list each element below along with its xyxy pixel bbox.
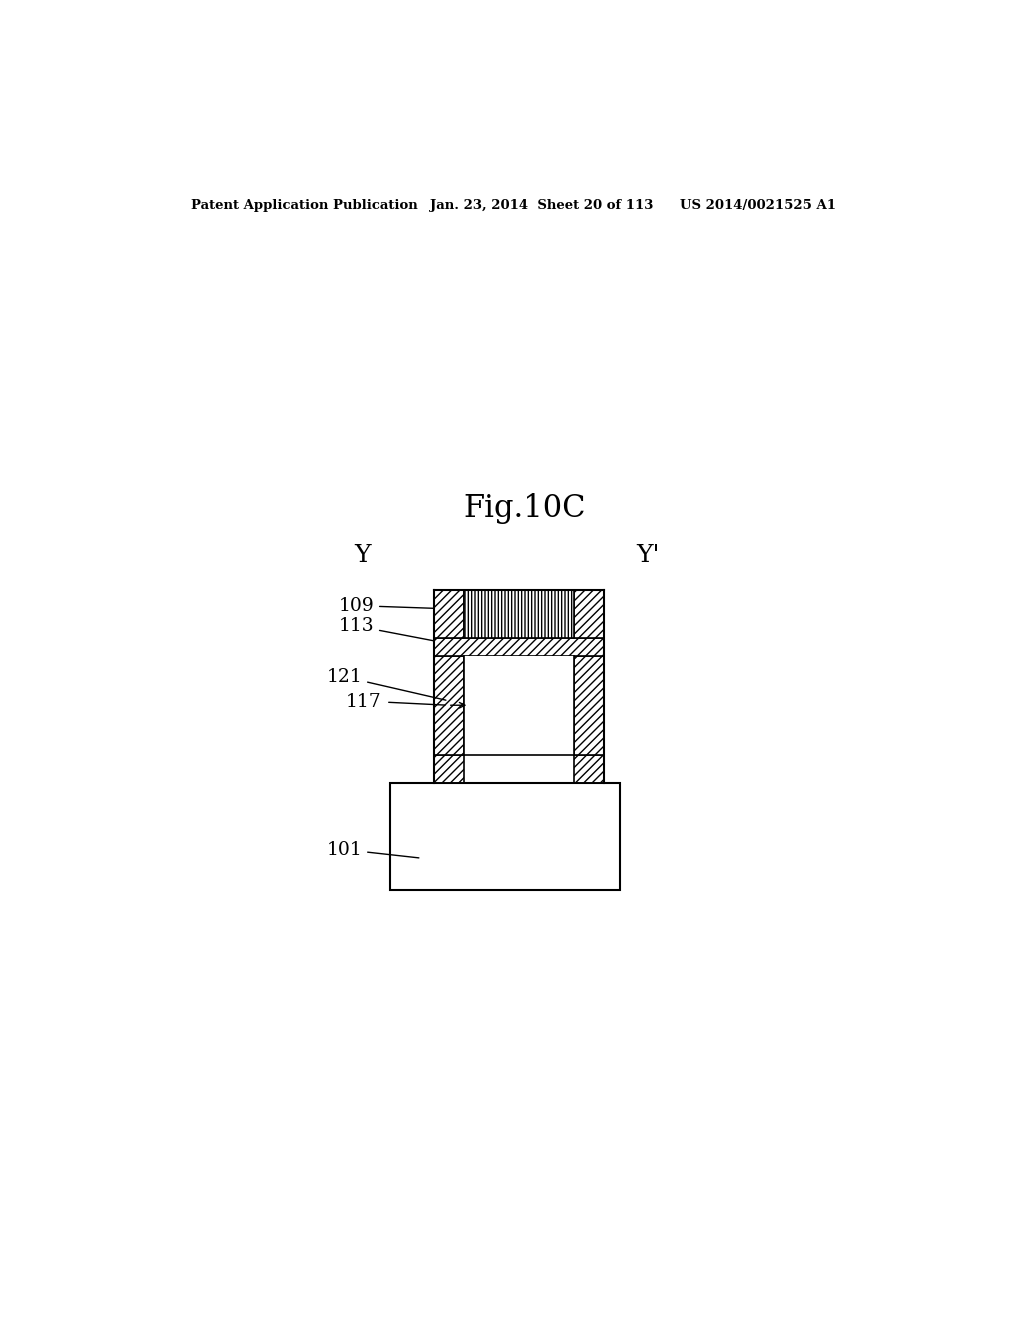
- Bar: [433, 590, 464, 638]
- Bar: [574, 755, 604, 784]
- Text: US 2014/0021525 A1: US 2014/0021525 A1: [680, 199, 836, 213]
- Text: 121: 121: [327, 668, 445, 700]
- Text: Y: Y: [354, 544, 371, 568]
- Bar: [574, 656, 604, 755]
- Text: Fig.10C: Fig.10C: [464, 494, 586, 524]
- Bar: [574, 590, 604, 638]
- Text: 117: 117: [346, 693, 382, 711]
- Text: 113: 113: [338, 616, 465, 647]
- Text: Patent Application Publication: Patent Application Publication: [191, 199, 418, 213]
- Bar: [433, 638, 604, 656]
- Bar: [390, 784, 621, 890]
- Bar: [464, 590, 574, 638]
- Bar: [464, 656, 574, 755]
- Text: 101: 101: [327, 841, 419, 858]
- Bar: [433, 656, 464, 755]
- Text: Y': Y': [636, 544, 659, 568]
- Text: Jan. 23, 2014  Sheet 20 of 113: Jan. 23, 2014 Sheet 20 of 113: [430, 199, 653, 213]
- Bar: [433, 755, 464, 784]
- Text: 109: 109: [338, 597, 465, 615]
